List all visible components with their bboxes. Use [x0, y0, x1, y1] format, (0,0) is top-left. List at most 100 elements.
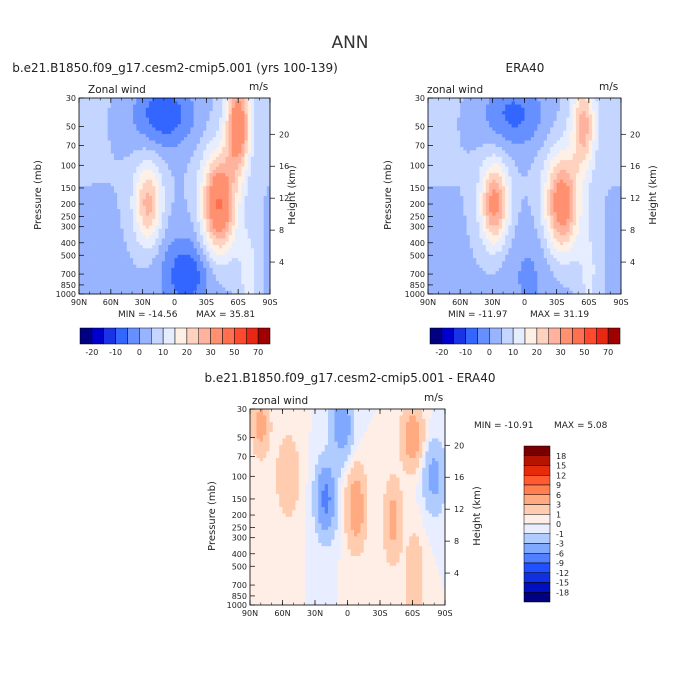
field-cell	[460, 254, 464, 259]
field-cell	[114, 258, 118, 262]
field-cell	[231, 137, 236, 141]
field-cell	[466, 101, 471, 105]
field-cell	[444, 156, 448, 161]
field-cell	[263, 241, 268, 246]
field-cell	[177, 98, 182, 102]
field-cell	[110, 107, 115, 112]
field-cell	[212, 163, 217, 167]
field-cell	[257, 140, 261, 145]
field-cell	[440, 261, 445, 265]
field-cell	[149, 130, 153, 135]
field-cell	[437, 196, 442, 200]
field-cell	[206, 254, 210, 259]
field-cell	[139, 245, 144, 249]
field-cell	[155, 287, 159, 292]
field-cell	[126, 104, 131, 109]
field-cell	[199, 290, 204, 295]
field-cell	[107, 169, 112, 174]
field-cell	[234, 271, 239, 275]
field-cell	[260, 150, 265, 154]
field-cell	[222, 254, 226, 259]
field-cell	[250, 225, 255, 230]
field-cell	[114, 284, 118, 288]
field-cell	[101, 130, 105, 135]
field-cell	[453, 98, 458, 102]
field-cell	[120, 218, 124, 223]
field-cell	[247, 104, 252, 109]
field-cell	[177, 117, 182, 122]
field-cell	[460, 235, 464, 239]
field-cell	[168, 284, 172, 288]
field-cell	[98, 104, 102, 109]
field-cell	[247, 222, 252, 226]
field-cell	[215, 137, 220, 141]
field-cell	[152, 140, 156, 145]
field-cell	[139, 111, 144, 115]
field-cell	[440, 156, 445, 161]
field-cell	[145, 107, 150, 112]
field-cell	[155, 147, 159, 151]
field-cell	[482, 104, 487, 109]
field-cell	[155, 101, 159, 105]
field-cell	[434, 209, 439, 213]
field-cell	[193, 189, 198, 194]
field-cell	[431, 117, 435, 122]
field-cell	[222, 120, 226, 125]
field-cell	[222, 104, 226, 109]
field-cell	[460, 179, 464, 184]
field-cell	[149, 290, 153, 295]
field-cell	[450, 107, 455, 112]
field-cell	[114, 169, 118, 174]
field-cell	[177, 196, 182, 200]
field-cell	[466, 111, 471, 115]
field-cell	[79, 166, 83, 171]
y-tick-label: 400	[61, 239, 76, 248]
field-cell	[222, 127, 226, 132]
field-cell	[149, 254, 153, 259]
field-cell	[453, 274, 458, 279]
field-cell	[456, 235, 461, 239]
field-cell	[489, 189, 493, 194]
field-cell	[250, 163, 255, 167]
field-cell	[469, 163, 474, 167]
field-cell	[190, 228, 194, 233]
field-cell	[463, 261, 467, 265]
field-cell	[149, 258, 153, 262]
field-cell	[152, 280, 156, 285]
field-cell	[117, 248, 121, 252]
field-cell	[91, 267, 96, 272]
field-cell	[168, 163, 172, 167]
field-cell	[88, 284, 93, 288]
field-cell	[222, 271, 226, 275]
field-cell	[463, 238, 467, 243]
field-cell	[82, 258, 86, 262]
field-cell	[145, 114, 150, 118]
field-cell	[469, 98, 474, 102]
field-cell	[85, 192, 89, 197]
field-cell	[158, 261, 163, 265]
field-cell	[94, 143, 99, 148]
field-cell	[212, 251, 217, 256]
field-cell	[437, 137, 442, 141]
field-cell	[126, 143, 131, 148]
field-cell	[437, 143, 442, 148]
field-cell	[257, 153, 261, 158]
field-cell	[437, 133, 442, 138]
field-cell	[215, 130, 220, 135]
field-cell	[431, 225, 435, 230]
field-cell	[444, 245, 448, 249]
field-cell	[209, 130, 214, 135]
field-cell	[485, 264, 490, 269]
field-cell	[145, 186, 150, 190]
field-cell	[161, 222, 166, 226]
field-cell	[247, 176, 252, 181]
field-cell	[241, 147, 245, 151]
field-cell	[158, 117, 163, 122]
field-cell	[266, 202, 271, 207]
field-cell	[450, 137, 455, 141]
field-cell	[180, 245, 185, 249]
field-cell	[479, 290, 484, 295]
field-cell	[453, 101, 458, 105]
field-cell	[447, 169, 451, 174]
field-cell	[94, 192, 99, 197]
